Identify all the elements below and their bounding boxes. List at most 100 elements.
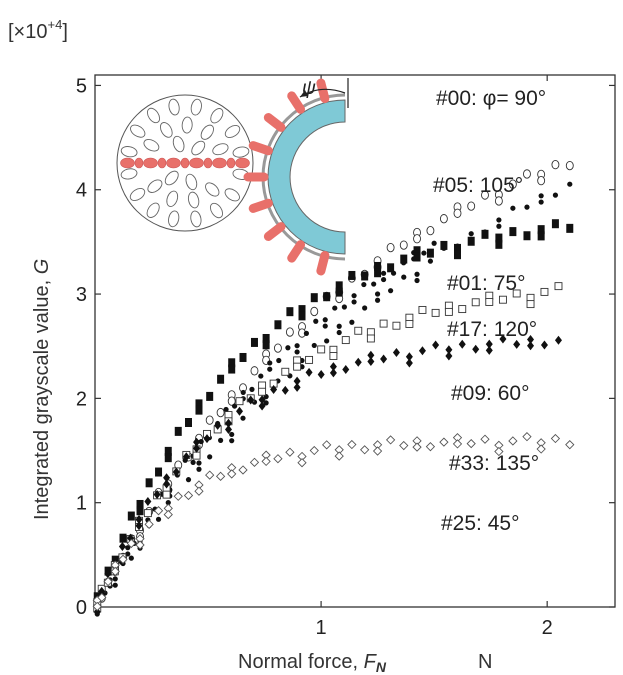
data-point-filled-diamond <box>554 335 562 345</box>
data-point-asterisk <box>112 582 118 588</box>
data-point-open-diamond <box>412 442 422 452</box>
data-point-filled-diamond <box>513 339 521 349</box>
data-point-asterisk <box>380 270 387 276</box>
data-point-open-square <box>329 352 338 360</box>
x-axis-title-text: Normal force, <box>238 651 364 673</box>
inset-pin <box>164 170 179 186</box>
data-point-filled-square <box>262 333 270 343</box>
data-point-open-square <box>341 336 350 345</box>
data-point-filled-square <box>323 292 331 302</box>
data-point-open-square <box>366 334 375 343</box>
inset-pin <box>181 116 193 134</box>
data-point-filled-square <box>566 223 574 233</box>
inset-pin <box>146 202 160 218</box>
data-point-asterisk <box>510 205 516 211</box>
x-axis-title-symbol: F <box>364 651 378 673</box>
data-point-asterisk <box>538 193 544 199</box>
data-point-filled-diamond <box>354 357 362 367</box>
data-point-open-diamond <box>215 471 226 481</box>
data-point-filled-square <box>348 270 356 280</box>
data-point-filled-diamond <box>380 354 388 364</box>
data-point-asterisk <box>285 345 291 351</box>
data-point-open-square <box>458 305 467 314</box>
data-point-open-diamond <box>144 519 154 529</box>
data-point-filled-diamond <box>293 376 301 386</box>
data-point-filled-diamond <box>458 339 466 349</box>
data-point-open-diamond <box>550 433 561 444</box>
data-point-filled-diamond <box>236 406 244 416</box>
data-point-filled-diamond <box>172 467 180 477</box>
scale-label-base: [×10 <box>8 21 47 43</box>
inset-pin <box>147 179 163 193</box>
data-point-circle <box>523 169 531 179</box>
data-point-filled-diamond <box>224 424 232 434</box>
data-point-asterisk <box>401 274 407 280</box>
data-point-open-diamond <box>360 445 370 455</box>
data-point-asterisk <box>324 338 330 344</box>
data-point-open-diamond <box>173 491 183 501</box>
data-point-circle <box>273 343 282 353</box>
y-tick-label: 5 <box>76 75 87 97</box>
inset-red-pin <box>203 157 213 169</box>
data-point-asterisk <box>303 330 309 336</box>
data-point-circle <box>285 327 294 337</box>
series-label: #00: φ= 90° <box>436 87 546 110</box>
data-point-filled-square <box>127 511 135 521</box>
inset-red-pin <box>157 157 167 169</box>
data-point-asterisk <box>263 400 269 406</box>
x-axis-title: Normal force, FN <box>238 651 387 675</box>
data-point-asterisk <box>421 250 427 256</box>
data-point-open-square <box>554 282 563 291</box>
data-point-filled-diamond <box>485 345 493 355</box>
series-labels: #00: φ= 90° #05: 105° #01: 75° #17: 120° #09… <box>433 87 546 535</box>
data-point-asterisk <box>128 555 134 561</box>
data-point-open-diamond <box>522 431 532 442</box>
data-point-open-diamond <box>322 440 332 450</box>
data-point-circle <box>386 242 395 253</box>
data-point-asterisk <box>351 293 357 299</box>
data-point-open-diamond <box>163 509 173 520</box>
x-tick-label: 1 <box>316 617 327 639</box>
data-point-open-square <box>293 362 302 371</box>
data-point-filled-diamond <box>193 437 201 447</box>
data-point-filled-diamond <box>224 418 232 428</box>
data-point-open-diamond <box>494 446 504 457</box>
data-point-circle <box>413 234 421 244</box>
y-tick-label: 0 <box>76 597 87 619</box>
data-point-circle <box>227 396 236 406</box>
data-point-filled-square <box>239 352 247 362</box>
inset-bristle <box>316 78 330 104</box>
data-point-filled-diamond <box>163 473 171 483</box>
data-point-filled-diamond <box>118 542 126 552</box>
data-point-filled-square <box>185 417 193 427</box>
data-point-asterisk <box>223 406 229 413</box>
data-point-asterisk <box>362 305 368 311</box>
x-axis-unit: N <box>478 651 492 673</box>
inset-red-pin <box>143 157 158 169</box>
data-point-filled-square <box>274 320 282 330</box>
data-point-open-square <box>354 326 363 335</box>
data-point-filled-square <box>119 533 127 543</box>
data-point-filled-square <box>481 229 489 239</box>
inset-pin <box>209 202 224 219</box>
data-point-asterisk <box>229 438 235 444</box>
data-point-asterisk <box>218 437 224 443</box>
data-point-filled-square <box>217 374 225 384</box>
data-point-circle <box>310 306 319 317</box>
data-point-asterisk <box>125 545 131 551</box>
data-point-filled-square <box>374 261 382 271</box>
data-point-asterisk <box>165 500 171 506</box>
data-point-circle <box>205 415 214 425</box>
data-point-circle <box>565 160 574 171</box>
data-point-filled-diamond <box>472 344 480 354</box>
data-point-open-square <box>512 289 521 298</box>
data-point-circle <box>551 160 560 170</box>
data-point-asterisk <box>322 323 328 329</box>
data-point-open-square <box>405 319 414 328</box>
data-point-filled-square <box>495 239 503 249</box>
data-point-open-square <box>471 298 480 307</box>
data-point-open-diamond <box>183 490 194 501</box>
data-point-open-square <box>526 300 535 309</box>
data-point-filled-square <box>509 227 517 237</box>
data-point-asterisk <box>336 323 342 329</box>
